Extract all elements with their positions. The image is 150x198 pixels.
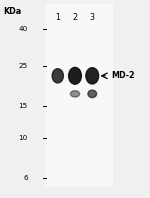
Text: 15: 15 — [18, 103, 28, 109]
Text: 2: 2 — [72, 13, 78, 22]
Ellipse shape — [52, 69, 63, 83]
Ellipse shape — [70, 91, 80, 97]
Text: 40: 40 — [18, 26, 28, 32]
Text: 3: 3 — [90, 13, 95, 22]
Ellipse shape — [88, 90, 97, 98]
Text: 10: 10 — [18, 135, 28, 141]
Text: MD-2: MD-2 — [111, 71, 135, 80]
Ellipse shape — [69, 67, 81, 84]
Text: 6: 6 — [23, 175, 28, 181]
FancyBboxPatch shape — [45, 4, 112, 186]
Text: 1: 1 — [55, 13, 60, 22]
Text: 25: 25 — [18, 63, 28, 69]
Ellipse shape — [86, 68, 99, 84]
Text: KDa: KDa — [3, 7, 21, 16]
